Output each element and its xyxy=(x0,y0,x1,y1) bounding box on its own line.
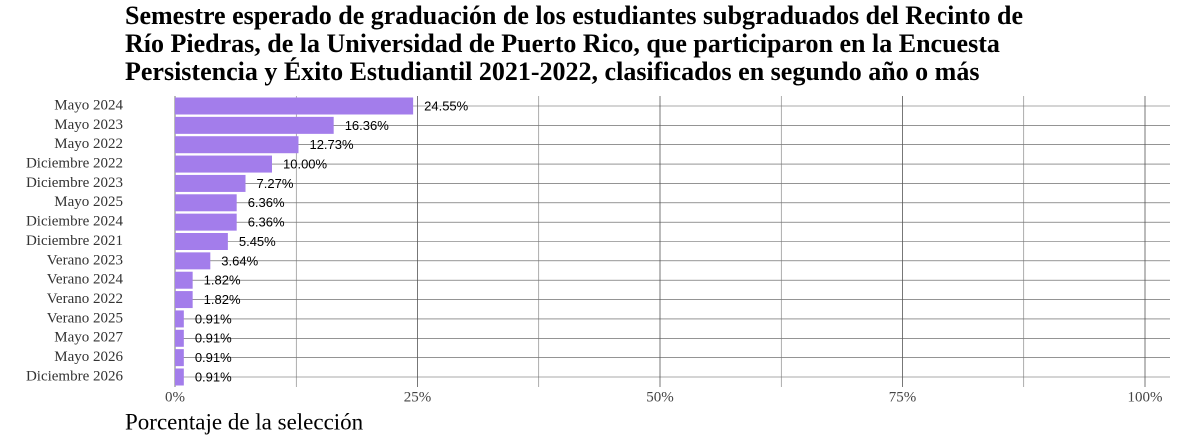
chart-title: Semestre esperado de graduación de los e… xyxy=(125,1,1023,30)
bar xyxy=(175,97,414,115)
x-tick-label: 50% xyxy=(646,389,674,405)
value-label: 0.91% xyxy=(195,350,232,365)
chart-title: Persistencia y Éxito Estudiantil 2021-20… xyxy=(125,57,979,86)
bar xyxy=(175,310,184,328)
x-tick-label: 25% xyxy=(404,389,432,405)
y-tick-label: Diciembre 2022 xyxy=(26,156,123,172)
y-tick-label: Mayo 2022 xyxy=(54,136,123,152)
y-tick-label: Mayo 2023 xyxy=(54,117,123,133)
y-tick-label: Mayo 2025 xyxy=(54,194,123,210)
bar xyxy=(175,116,334,134)
bar xyxy=(175,329,184,347)
value-label: 1.82% xyxy=(204,292,241,307)
bar xyxy=(175,136,299,154)
y-tick-label: Diciembre 2023 xyxy=(26,175,123,191)
value-label: 16.36% xyxy=(345,118,390,133)
x-tick-label: 75% xyxy=(889,389,917,405)
value-label: 24.55% xyxy=(424,98,469,113)
value-label: 5.45% xyxy=(239,234,276,249)
chart-title: Río Piedras, de la Universidad de Puerto… xyxy=(125,29,1000,58)
x-axis-label: Porcentaje de la selección xyxy=(125,409,364,434)
x-tick-label: 0% xyxy=(165,389,185,405)
value-label: 6.36% xyxy=(248,195,285,210)
y-tick-label: Mayo 2026 xyxy=(54,349,123,365)
value-label: 0.91% xyxy=(195,311,232,326)
y-tick-label: Mayo 2027 xyxy=(54,330,123,346)
bar xyxy=(175,155,272,173)
value-label: 12.73% xyxy=(309,137,354,152)
value-label: 1.82% xyxy=(204,273,241,288)
bar xyxy=(175,213,237,231)
bar xyxy=(175,368,184,386)
y-tick-label: Verano 2025 xyxy=(47,310,123,326)
value-label: 7.27% xyxy=(257,176,294,191)
value-label: 0.91% xyxy=(195,331,232,346)
bar xyxy=(175,252,211,270)
y-tick-label: Mayo 2024 xyxy=(54,97,123,113)
value-label: 3.64% xyxy=(221,253,258,268)
bar xyxy=(175,233,228,250)
bar xyxy=(175,194,237,212)
value-label: 10.00% xyxy=(283,157,328,172)
x-tick-label: 100% xyxy=(1128,389,1163,405)
y-tick-label: Diciembre 2021 xyxy=(26,233,123,249)
bar xyxy=(175,349,184,367)
y-tick-label: Verano 2022 xyxy=(47,291,123,307)
y-tick-label: Diciembre 2026 xyxy=(26,368,124,384)
bar xyxy=(175,174,246,192)
y-tick-label: Verano 2024 xyxy=(47,272,124,288)
bar xyxy=(175,291,193,309)
y-tick-label: Verano 2023 xyxy=(47,252,123,268)
value-label: 6.36% xyxy=(248,215,285,230)
bar xyxy=(175,271,193,289)
value-label: 0.91% xyxy=(195,369,232,384)
y-tick-label: Diciembre 2024 xyxy=(26,214,124,230)
